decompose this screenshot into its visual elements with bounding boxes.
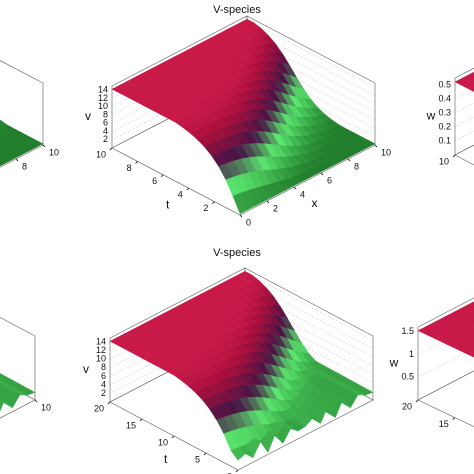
t-axis-label: t [166, 198, 170, 212]
z-axis-label: v [83, 362, 89, 376]
surface-panel: 10 [0, 317, 51, 419]
t-tick-label: 0 [227, 471, 232, 474]
x-tick [15, 158, 19, 162]
x-tick-label: 10 [41, 402, 51, 412]
t-tick-label: 15 [439, 419, 449, 429]
t-tick-label: 6 [152, 176, 157, 186]
x-tick-label: 10 [381, 147, 391, 157]
z-tick-label: 14 [98, 85, 108, 95]
z-tick-label: 0.3 [438, 107, 451, 117]
surface-patch [461, 81, 474, 90]
t-tick [203, 452, 207, 456]
z-tick-label: 2 [101, 388, 106, 398]
t-tick [107, 401, 111, 405]
surface-panel: 8 10 [0, 60, 59, 171]
x-tick-label: 2 [273, 203, 278, 213]
z-tick-label: 2 [103, 134, 108, 144]
z-tick-label: 14 [96, 337, 106, 347]
surface-patch [468, 86, 474, 93]
axis-wall [417, 370, 474, 427]
axis-wall [0, 60, 44, 146]
z-tick-label: 6 [103, 118, 108, 128]
z-tick-label: 1 [409, 349, 414, 359]
surface-patch [0, 160, 6, 167]
surface-patch [471, 317, 474, 321]
t-tick [109, 147, 113, 151]
t-tick [452, 417, 456, 420]
x-tick-label: 0 [246, 217, 251, 227]
t-tick [135, 161, 138, 164]
x-tick-label: 6 [327, 175, 332, 185]
z-tick-label: 10 [98, 101, 108, 111]
z-tick-label: 12 [96, 345, 106, 355]
z-axis-label: v [85, 109, 91, 123]
t-tick-label: 10 [96, 149, 106, 159]
surface-patch [466, 350, 474, 358]
x-axis-label: x [312, 196, 318, 210]
z-tick-label: 8 [101, 362, 106, 372]
z-tick-label: 0.5 [401, 372, 414, 382]
t-tick [171, 435, 175, 439]
surface-panel: 0.1 0.2 0.3 0.4 0.5 10 w [426, 67, 474, 166]
axis-wall [454, 144, 474, 166]
t-axis-label: t [164, 452, 168, 466]
x-tick [42, 144, 46, 148]
t-tick [415, 399, 419, 403]
surface-panel: 246810121405101520tvV-species [83, 247, 374, 474]
t-tick [160, 174, 164, 178]
z-tick-label: 0.2 [438, 121, 451, 131]
t-tick-label: 20 [402, 401, 412, 411]
z-tick-label: 4 [103, 126, 108, 136]
surface-patch [0, 396, 6, 412]
chart-title: V-species [213, 4, 261, 16]
t-tick [139, 418, 143, 422]
surface-panel: 0.5 1 1.5 15 20 w [389, 297, 474, 429]
x-tick-label: 8 [22, 161, 27, 171]
x-tick [374, 144, 378, 148]
z-axis-label: w [389, 356, 399, 370]
z-tick-label: 6 [101, 371, 106, 381]
t-tick-label: 4 [178, 190, 183, 200]
chart-title: V-species [213, 247, 261, 259]
z-tick-label: 8 [103, 109, 108, 119]
x-tick-label: 8 [354, 161, 359, 171]
x-tick [266, 200, 270, 204]
z-tick-label: 12 [98, 93, 108, 103]
t-tick [452, 154, 456, 158]
x-tick [34, 399, 38, 403]
z-tick-label: 1.5 [401, 326, 414, 336]
axis-wall [454, 67, 474, 156]
x-tick [293, 186, 297, 190]
t-tick [186, 187, 190, 191]
t-tick [212, 201, 215, 204]
t-tick-label: 8 [127, 163, 132, 173]
t-tick-label: 10 [439, 156, 449, 166]
x-tick-label: 4 [300, 189, 305, 199]
t-tick-label: 10 [158, 437, 168, 447]
t-tick-label: 20 [94, 403, 104, 413]
z-tick-label: 0.5 [438, 79, 451, 89]
z-tick-label: 10 [96, 354, 106, 364]
z-tick-label: 0.1 [438, 135, 451, 145]
x-tick [239, 214, 243, 218]
x-tick-label: 10 [49, 147, 59, 157]
t-tick-label: 5 [195, 454, 200, 464]
surface-patch [230, 447, 246, 461]
x-tick [320, 172, 324, 176]
z-tick-label: 4 [101, 379, 106, 389]
z-tick-label: 0.4 [438, 93, 451, 103]
surface-patch [232, 192, 248, 215]
t-tick-label: 15 [126, 420, 136, 430]
t-tick [235, 469, 239, 473]
t-tick-label: 2 [203, 203, 208, 213]
z-axis-label: w [426, 109, 436, 123]
x-tick [347, 158, 351, 162]
